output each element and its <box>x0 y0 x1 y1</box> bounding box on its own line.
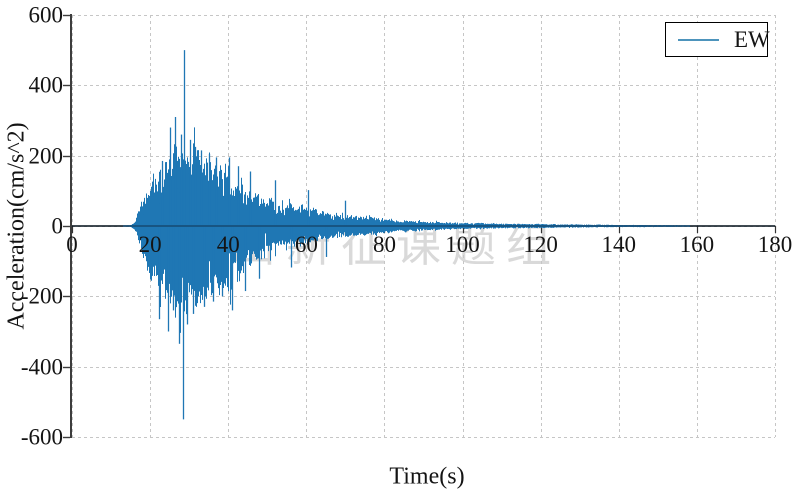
x-axis-title: Time(s) <box>389 463 465 490</box>
y-tick-label: 600 <box>28 2 64 28</box>
legend-box: EW <box>665 22 770 57</box>
y-tick-label: -400 <box>20 354 63 380</box>
x-tick-label: 40 <box>216 232 240 257</box>
y-tick-label: 200 <box>28 143 64 169</box>
x-tick-label: 180 <box>757 232 793 257</box>
x-tick-label: 140 <box>601 232 637 257</box>
y-tick-label: 400 <box>28 72 64 98</box>
x-tick-label: 0 <box>66 232 78 257</box>
x-tick-label: 160 <box>679 232 715 257</box>
y-tick-label: -600 <box>20 424 63 450</box>
legend-line-sample <box>678 38 719 41</box>
y-tick-label: -200 <box>20 283 63 309</box>
x-tick-label: 120 <box>523 232 558 257</box>
x-tick-label: 80 <box>372 232 396 257</box>
x-tick-label: 60 <box>294 232 318 257</box>
y-tick-label: 0 <box>51 213 64 239</box>
legend-series-label: EW <box>734 27 770 52</box>
x-tick-label: 20 <box>138 232 162 257</box>
y-axis-title: Acceleration(cm/s^2) <box>3 122 30 330</box>
x-tick-label: 100 <box>445 232 480 257</box>
